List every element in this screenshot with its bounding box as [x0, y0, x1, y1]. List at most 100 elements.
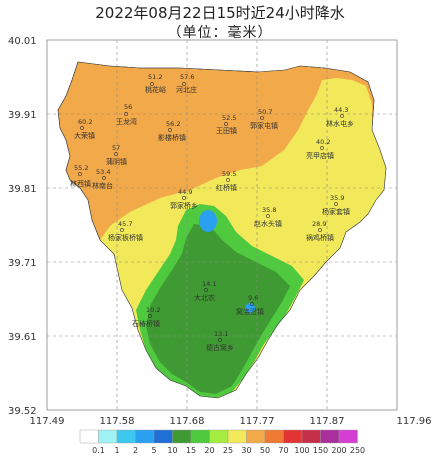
region-orange-east [258, 66, 322, 150]
legend-label: 30 [241, 446, 251, 455]
station: 56.2 影楼桥镇 [158, 120, 186, 142]
station-markers: 51.2 桃花峪 57.6 河北庄 56 王龙湾 60.2 大荣镇 56.2 影楼桥镇 5… [70, 73, 354, 352]
svg-text:44.9: 44.9 [178, 188, 192, 196]
legend-label: 150 [313, 446, 328, 455]
legend-label: 1 [114, 446, 119, 455]
legend-swatch [172, 429, 192, 444]
station: 55.2 林西镇 [70, 164, 91, 188]
legend-label: 25 [223, 446, 233, 455]
svg-text:林南台: 林南台 [92, 181, 113, 190]
legend-label: 20 [204, 446, 214, 455]
svg-text:59.5: 59.5 [222, 170, 236, 178]
legend-label: 200 [331, 446, 346, 455]
svg-text:红桥镇: 红桥镇 [216, 183, 237, 192]
y-tick-label: 39.81 [8, 184, 37, 195]
svg-text:赵水头镇: 赵水头镇 [254, 219, 282, 228]
svg-text:35.8: 35.8 [262, 206, 276, 214]
station: 50.7 郭家屯镇 [250, 108, 278, 130]
svg-text:大北农: 大北农 [194, 293, 215, 302]
legend-label: 250 [350, 446, 365, 455]
svg-text:13.1: 13.1 [214, 330, 228, 338]
legend-label: 50 [260, 446, 270, 455]
svg-text:51.2: 51.2 [148, 73, 162, 81]
svg-text:杨家套镇: 杨家套镇 [322, 207, 350, 216]
legend-label: 2 [133, 446, 138, 455]
svg-text:9.6: 9.6 [248, 294, 258, 302]
legend-swatch [153, 429, 173, 444]
station: 44.3 林水屯乡 [326, 106, 354, 128]
station: 45.7 杨家板桥镇 [108, 220, 143, 242]
y-tick-label: 40.01 [8, 36, 37, 47]
svg-text:德古窝乡: 德古窝乡 [206, 343, 234, 352]
region-darkgreen [146, 224, 290, 394]
legend-swatch [227, 429, 247, 444]
station: 59.5 红桥镇 [216, 170, 237, 192]
legend-swatch [246, 429, 266, 444]
svg-text:亮甲店镇: 亮甲店镇 [306, 151, 334, 160]
legend-label: 70 [278, 446, 288, 455]
y-tick-label: 39.61 [8, 332, 37, 343]
svg-text:40.2: 40.2 [316, 138, 330, 146]
y-tick-label: 39.91 [8, 110, 37, 121]
svg-text:河北庄: 河北庄 [176, 85, 197, 94]
legend-swatch [338, 429, 358, 444]
svg-text:王龙湾: 王龙湾 [116, 117, 137, 126]
svg-text:56.2: 56.2 [166, 120, 180, 128]
grid-lines [47, 40, 397, 410]
svg-text:55.2: 55.2 [74, 164, 88, 172]
svg-text:50.7: 50.7 [258, 108, 272, 116]
color-legend: 0.1 1 2 5 10 15 20 25 30 50 70 100 150 200 250 [79, 429, 365, 455]
svg-text:郭家屯镇: 郭家屯镇 [250, 121, 278, 130]
svg-text:桃花峪: 桃花峪 [145, 85, 166, 94]
region-yellow-blob [308, 220, 336, 248]
legend-swatch [320, 429, 340, 444]
svg-text:杨家板桥镇: 杨家板桥镇 [108, 233, 143, 242]
svg-text:57: 57 [112, 144, 120, 152]
x-tick-label: 117.96 [397, 416, 432, 427]
svg-text:60.2: 60.2 [78, 118, 92, 126]
station: 57 蒲阴镇 [106, 144, 127, 166]
svg-text:28.9: 28.9 [312, 220, 326, 228]
legend-label: 100 [294, 446, 309, 455]
station: 57.6 河北庄 [176, 73, 197, 94]
svg-text:35.9: 35.9 [330, 194, 344, 202]
x-tick-label: 117.77 [240, 416, 275, 427]
legend-label: 10 [167, 446, 177, 455]
legend-label: 0.1 [92, 446, 105, 455]
station: 28.9 祸鸡桥镇 [306, 220, 334, 242]
legend-swatch [135, 429, 155, 444]
legend-swatch [283, 429, 303, 444]
svg-text:52.5: 52.5 [222, 114, 236, 122]
y-axis-labels: 40.01 39.91 39.81 39.71 39.61 39.52 [8, 36, 37, 417]
station: 52.5 王田镇 [216, 114, 237, 135]
svg-text:44.3: 44.3 [334, 106, 348, 114]
county-boundary [57, 61, 387, 399]
station: 9.6 窝洛沿镇 [236, 294, 264, 316]
station: 44.9 郭家桥乡 [170, 188, 198, 210]
station: 40.2 亮甲店镇 [306, 138, 334, 160]
station: 53.4 林南台 [92, 168, 113, 190]
svg-text:石椿桥镇: 石椿桥镇 [132, 319, 160, 328]
x-axis-labels: 117.49 117.58 117.68 117.77 117.87 117.9… [30, 416, 432, 427]
svg-text:蒲阴镇: 蒲阴镇 [106, 157, 127, 166]
legend-swatch [98, 429, 118, 444]
station: 60.2 大荣镇 [74, 118, 95, 140]
legend-swatch [264, 429, 284, 444]
svg-text:10.2: 10.2 [146, 306, 160, 314]
map-subtitle: （单位：毫米） [167, 25, 273, 41]
svg-text:林水屯乡: 林水屯乡 [326, 119, 354, 128]
station: 13.1 德古窝乡 [206, 330, 234, 352]
x-tick-label: 117.68 [170, 416, 205, 427]
y-tick-label: 39.52 [8, 406, 37, 417]
station: 35.9 杨家套镇 [322, 194, 350, 216]
svg-text:57.6: 57.6 [180, 73, 194, 81]
x-tick-label: 117.87 [310, 416, 345, 427]
svg-text:56: 56 [124, 103, 132, 111]
svg-text:大荣镇: 大荣镇 [74, 131, 95, 140]
heavy-rain-spot-north [199, 210, 217, 232]
y-tick-label: 39.71 [8, 258, 37, 269]
legend-swatch [116, 429, 136, 444]
station: 51.2 桃花峪 [145, 73, 166, 94]
legend-swatch [79, 429, 99, 444]
